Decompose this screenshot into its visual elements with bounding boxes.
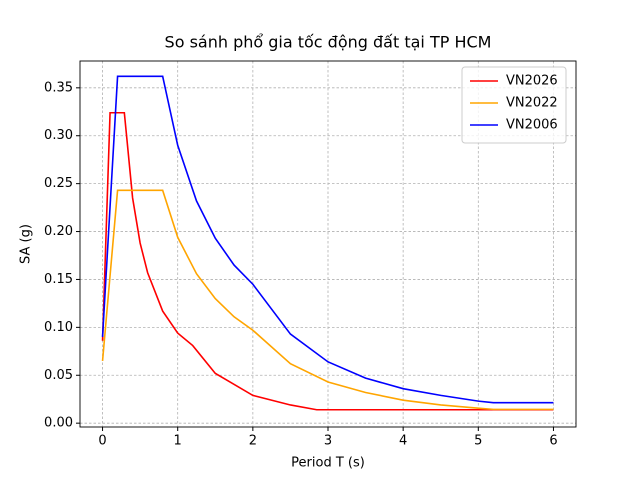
x-tick-label: 1: [174, 434, 182, 449]
series-line: [101, 75, 554, 404]
y-tick-label: 0.10: [44, 320, 73, 335]
legend: VN2026 VN2022 VN2006: [461, 66, 567, 144]
legend-label: VN2022: [506, 96, 558, 111]
series-line: [101, 111, 554, 411]
series-line: [101, 189, 554, 411]
y-tick-label: 0.30: [44, 128, 73, 143]
y-tick-label: 0.05: [44, 368, 73, 383]
axes-frame: [79, 60, 577, 428]
y-tick-label: 0.15: [44, 272, 73, 287]
y-tick-label: 0.00: [44, 416, 73, 431]
x-tick-label: 3: [324, 434, 332, 449]
y-tick-label: 0.25: [44, 176, 73, 191]
x-tick-label: 4: [399, 434, 407, 449]
x-tick-label: 0: [98, 434, 106, 449]
legend-box: [461, 66, 567, 144]
y-axis-label: SA (g): [19, 224, 34, 264]
x-tick-label: 5: [474, 434, 482, 449]
y-tick-label: 0.35: [44, 80, 73, 95]
x-axis-label: Period T (s): [291, 456, 365, 471]
legend-label: VN2006: [506, 118, 558, 133]
y-tick-label: 0.20: [44, 224, 73, 239]
x-tick-label: 6: [549, 434, 557, 449]
chart-title: So sánh phổ gia tốc động đất tại TP HCM: [165, 33, 492, 52]
legend-label: VN2026: [506, 74, 558, 89]
x-tick-label: 2: [249, 434, 257, 449]
